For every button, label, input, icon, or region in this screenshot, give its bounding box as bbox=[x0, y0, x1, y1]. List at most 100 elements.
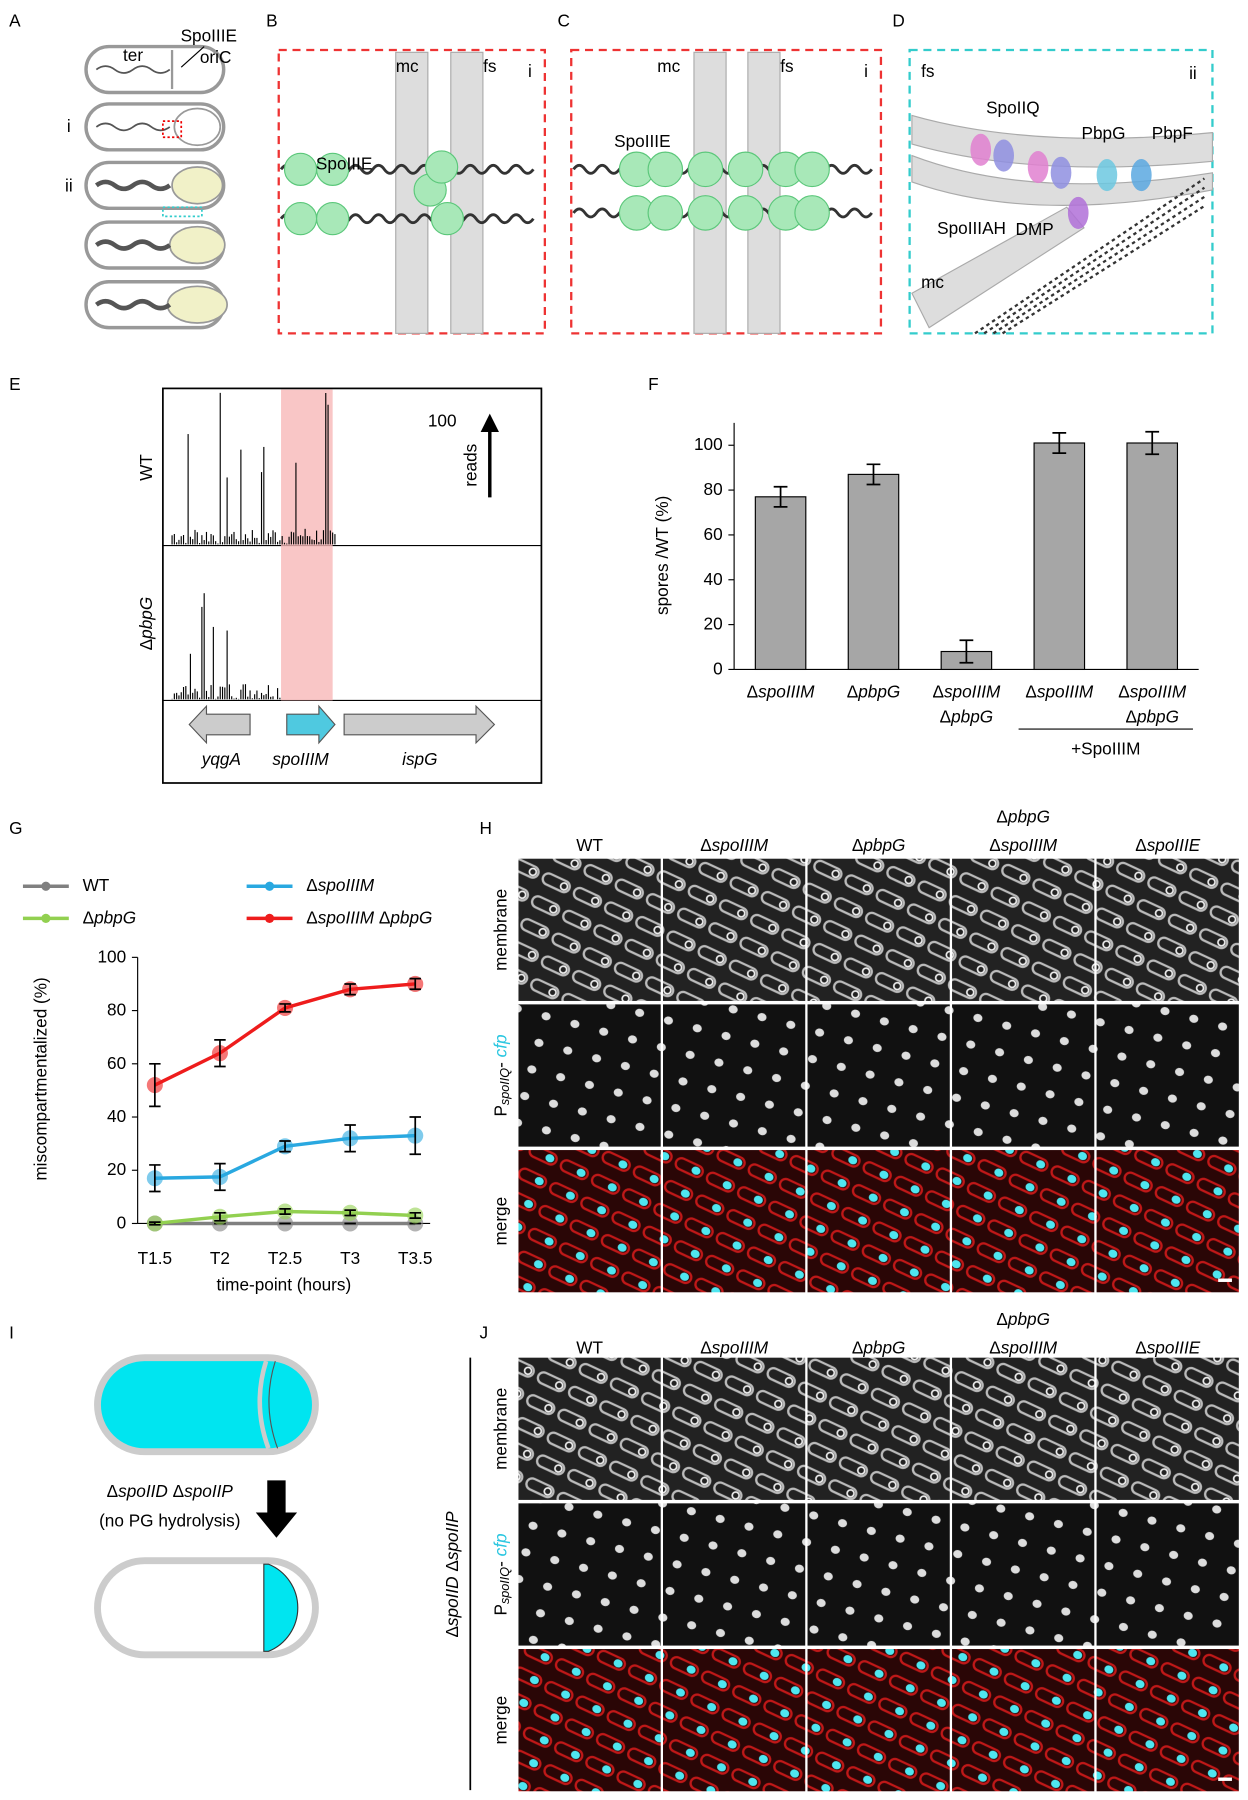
y-tick-label: 20 bbox=[704, 613, 723, 633]
error-bar bbox=[344, 983, 356, 996]
forespore bbox=[171, 166, 224, 205]
gene-arrow bbox=[286, 704, 336, 745]
inset-i bbox=[162, 120, 183, 139]
track-label: ΔpbpG bbox=[135, 597, 155, 651]
micrograph bbox=[1096, 1357, 1239, 1500]
mc-label: mc bbox=[657, 56, 680, 76]
micrograph bbox=[807, 1649, 950, 1792]
chromosome bbox=[95, 65, 171, 74]
legend-marker bbox=[41, 881, 51, 891]
spoiiie bbox=[647, 195, 684, 231]
column-header: ΔspoIIIE bbox=[1135, 1337, 1201, 1357]
spoiiie bbox=[424, 150, 459, 184]
panel-label: D bbox=[892, 10, 904, 30]
error-bar bbox=[149, 1062, 161, 1108]
y-axis-label: miscompartmentalized (%) bbox=[30, 977, 50, 1180]
x-tick-label: T2 bbox=[210, 1248, 230, 1268]
spoiiie bbox=[727, 151, 764, 188]
panel-label: E bbox=[9, 374, 20, 394]
forespore bbox=[173, 107, 222, 147]
error-bar bbox=[214, 1038, 226, 1068]
membrane bbox=[693, 51, 727, 334]
forespore bbox=[168, 225, 226, 265]
membrane bbox=[450, 51, 484, 334]
micrograph bbox=[518, 1357, 661, 1500]
cell bbox=[94, 1557, 319, 1659]
x-tick-label: T3 bbox=[340, 1248, 360, 1268]
panel-label: H bbox=[479, 817, 491, 837]
error-bar bbox=[279, 1003, 291, 1013]
strain-label: ΔspoIID ΔspoIIP bbox=[442, 1511, 462, 1638]
protein-label: SpoIIQ bbox=[986, 97, 1040, 117]
protein-label: PbpG bbox=[1081, 122, 1125, 142]
peptidoglycan bbox=[983, 186, 1206, 335]
protein-label: SpoIIIE bbox=[181, 25, 237, 45]
micrograph bbox=[952, 1357, 1095, 1500]
protein-label: SpoIIIE bbox=[614, 130, 670, 150]
error-bar bbox=[344, 1209, 356, 1217]
pointer bbox=[180, 46, 205, 68]
y-axis-label: spores /WT (%) bbox=[652, 496, 672, 615]
y-tick-label: 100 bbox=[694, 434, 723, 454]
membrane bbox=[911, 206, 1085, 329]
ter-label: ter bbox=[123, 44, 143, 64]
chromosome bbox=[95, 122, 171, 132]
spoiiie bbox=[687, 151, 724, 188]
stage-label: ii bbox=[65, 175, 73, 195]
bar bbox=[1033, 442, 1086, 671]
column-header: ΔspoIIIM bbox=[989, 1337, 1058, 1357]
row-label: membrane bbox=[490, 889, 510, 971]
column-header: ΔspoIIIM bbox=[700, 835, 769, 855]
micrograph bbox=[518, 1649, 661, 1792]
cell bbox=[84, 44, 226, 95]
panel-label: G bbox=[9, 817, 22, 837]
fs-label: fs bbox=[780, 56, 793, 76]
micrograph bbox=[807, 1357, 950, 1500]
micrograph bbox=[518, 1004, 661, 1147]
error-bar bbox=[409, 1211, 421, 1220]
column-header: WT bbox=[576, 835, 603, 855]
protein-label: SpoIIIE bbox=[316, 153, 372, 173]
peptidoglycan bbox=[1001, 205, 1206, 335]
y-tick-label: 80 bbox=[704, 479, 723, 499]
spoiiie bbox=[647, 151, 684, 188]
inset-label: i bbox=[528, 60, 532, 80]
mutant-label: ΔspoIID ΔspoIIP bbox=[107, 1480, 234, 1500]
arrow-head bbox=[480, 413, 499, 432]
micrograph bbox=[1096, 1649, 1239, 1792]
cell bbox=[94, 1354, 319, 1456]
track-frame bbox=[162, 387, 543, 784]
protein-label: DMP bbox=[1016, 219, 1054, 239]
protein bbox=[993, 139, 1014, 172]
error-bar bbox=[866, 463, 881, 486]
gene-arrow bbox=[188, 704, 251, 745]
micrograph bbox=[952, 858, 1095, 1001]
note-label: (no PG hydrolysis) bbox=[99, 1510, 240, 1530]
spoiiie bbox=[727, 195, 764, 231]
protein bbox=[1131, 159, 1152, 192]
track-label: WT bbox=[135, 454, 155, 481]
micrograph bbox=[1096, 1503, 1239, 1646]
error-bar bbox=[773, 485, 788, 508]
forespore bbox=[166, 285, 228, 324]
protein bbox=[1050, 156, 1072, 189]
peptidoglycan bbox=[992, 195, 1206, 335]
micrograph bbox=[518, 858, 661, 1001]
panel-label: B bbox=[266, 10, 277, 30]
x-axis-label: time-point (hours) bbox=[217, 1274, 352, 1294]
series-line bbox=[154, 982, 416, 1087]
row-label: merge bbox=[490, 1197, 510, 1246]
protein bbox=[1027, 150, 1049, 184]
fs-label: fs bbox=[921, 60, 934, 80]
scale-label: reads bbox=[460, 444, 480, 487]
legend-label: WT bbox=[83, 875, 110, 895]
spoiiie bbox=[687, 195, 724, 231]
micrograph bbox=[518, 1503, 661, 1646]
x-tick-label: ΔspoIIIM bbox=[1118, 681, 1187, 701]
column-header: ΔpbpG bbox=[852, 1337, 906, 1357]
micrograph bbox=[663, 1150, 806, 1293]
x-tick-label: ΔspoIIIM bbox=[1025, 681, 1094, 701]
micrograph bbox=[663, 1357, 806, 1500]
error-bar bbox=[1052, 432, 1067, 454]
